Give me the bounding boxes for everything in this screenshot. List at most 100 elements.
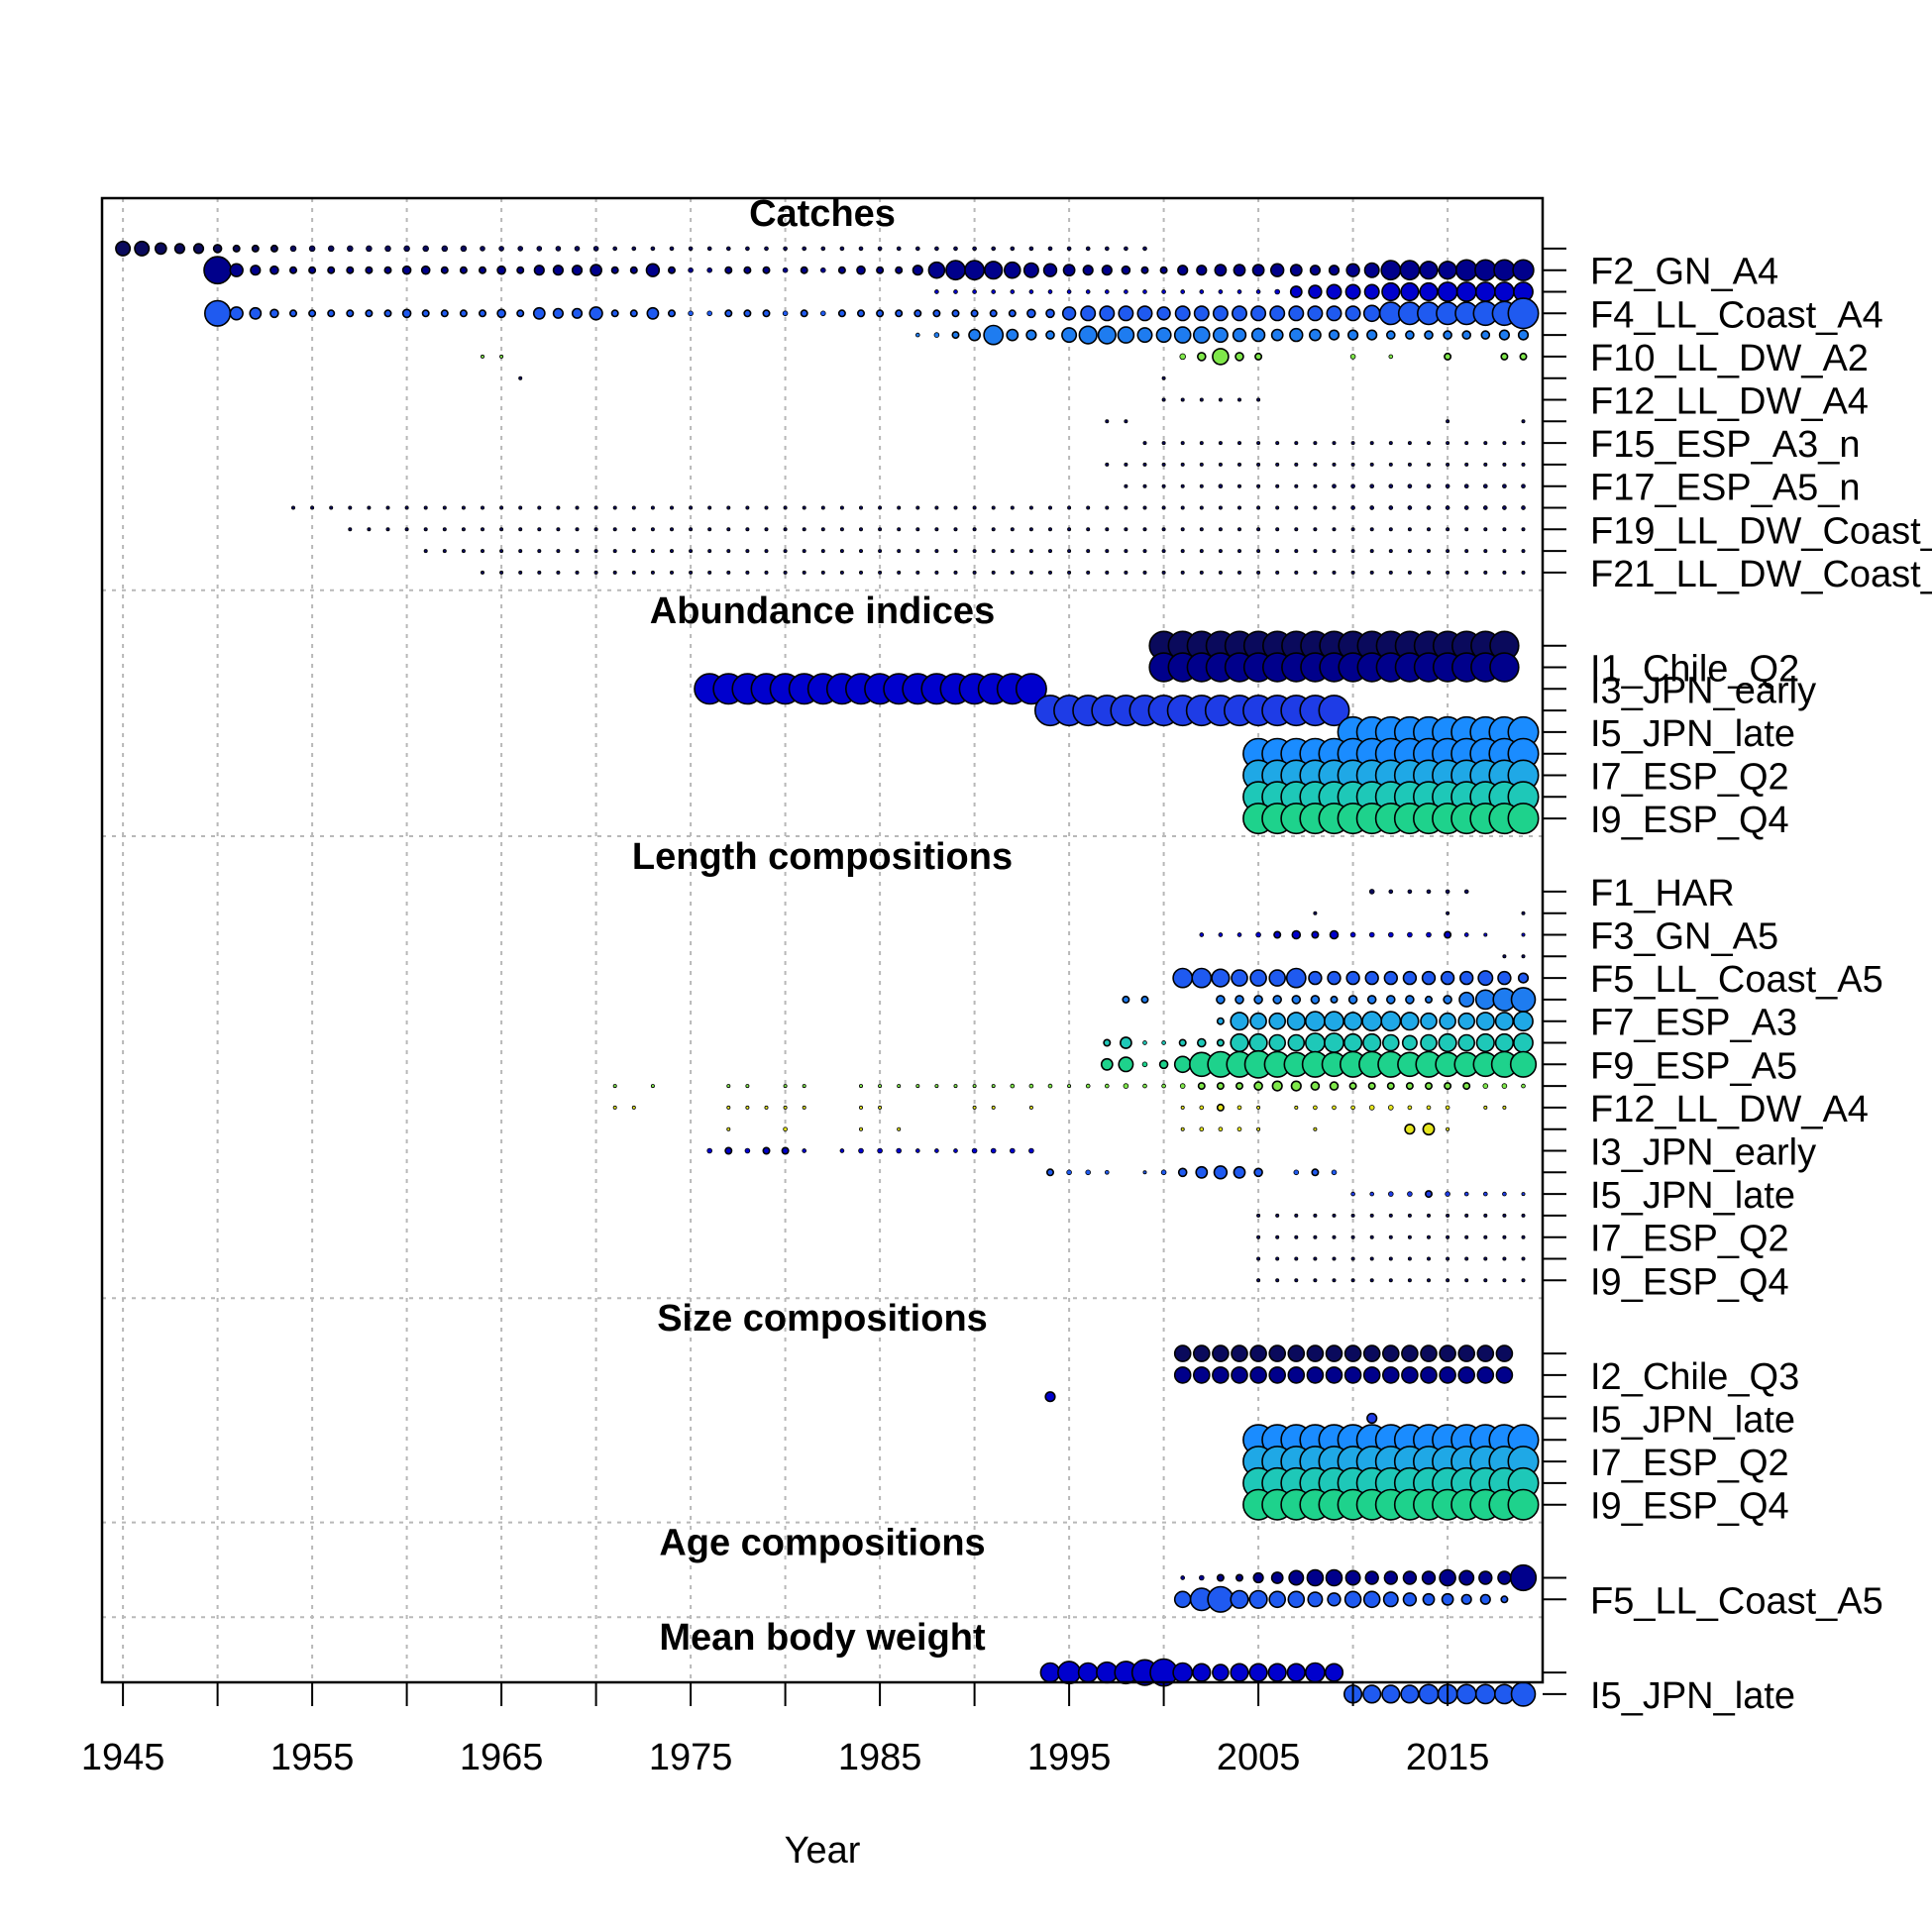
data-point — [934, 289, 939, 294]
data-point — [1124, 527, 1128, 532]
data-point — [1142, 1170, 1147, 1175]
data-point — [1463, 483, 1469, 489]
data-point — [1476, 1366, 1495, 1384]
data-point — [1294, 462, 1299, 467]
data-point — [1047, 246, 1053, 252]
data-point — [1369, 1278, 1374, 1283]
data-point — [1502, 1234, 1507, 1239]
data-point — [1313, 911, 1318, 915]
data-point — [1180, 397, 1185, 402]
data-point — [480, 527, 484, 532]
data-point — [1309, 328, 1322, 342]
data-point — [1235, 1082, 1244, 1091]
data-point — [1388, 505, 1394, 510]
data-point — [1425, 1190, 1434, 1199]
data-point — [1067, 527, 1072, 532]
data-point — [1383, 1570, 1399, 1585]
data-point — [1199, 505, 1204, 510]
data-point — [401, 308, 412, 319]
data-point — [1446, 570, 1450, 575]
data-point — [1218, 527, 1223, 532]
data-point — [726, 549, 731, 554]
data-point — [1199, 397, 1204, 402]
data-point — [1517, 329, 1530, 341]
data-point — [1407, 483, 1413, 489]
data-point — [972, 570, 977, 575]
data-point — [1015, 673, 1047, 705]
data-point — [953, 1084, 958, 1089]
data-point — [1494, 1032, 1514, 1053]
data-point — [1344, 305, 1361, 322]
data-point — [1008, 309, 1017, 318]
data-point — [933, 332, 940, 338]
data-point — [1233, 264, 1246, 277]
data-point — [646, 306, 660, 320]
data-point — [1249, 1344, 1267, 1362]
data-point — [1180, 1127, 1185, 1131]
data-point — [383, 266, 392, 274]
data-point — [667, 266, 676, 274]
data-point — [269, 265, 279, 275]
data-point — [1267, 1663, 1287, 1682]
y-tick-label: I5_JPN_late — [1590, 1400, 1795, 1442]
data-point — [1478, 1570, 1493, 1585]
data-point — [1502, 462, 1507, 467]
data-point — [1494, 1012, 1514, 1031]
data-point — [1419, 281, 1439, 302]
data-point — [1438, 1032, 1457, 1053]
data-point — [480, 570, 484, 575]
data-point — [858, 1147, 864, 1154]
data-point — [1105, 462, 1110, 467]
data-point — [480, 505, 484, 510]
data-point — [1104, 289, 1110, 294]
data-point — [972, 246, 977, 252]
data-point — [288, 309, 297, 318]
data-point — [631, 505, 636, 510]
data-point — [1327, 970, 1342, 986]
data-point — [764, 570, 769, 575]
data-point — [914, 246, 920, 252]
data-point — [1048, 570, 1053, 575]
data-point — [1427, 1278, 1432, 1283]
data-point — [346, 266, 355, 274]
data-point — [1101, 265, 1113, 276]
data-point — [1521, 1256, 1526, 1261]
data-point — [1028, 505, 1033, 510]
data-point — [951, 309, 960, 318]
data-point — [1274, 288, 1280, 295]
data-point — [1212, 348, 1230, 366]
data-point — [1196, 265, 1208, 276]
data-point — [1500, 1595, 1509, 1604]
y-tick-label: I2_Chile_Q3 — [1590, 1356, 1799, 1398]
data-point — [1483, 1213, 1488, 1218]
data-point — [229, 306, 244, 321]
data-point — [575, 527, 580, 532]
data-point — [1161, 376, 1166, 380]
data-point — [556, 505, 561, 510]
data-point — [1446, 1213, 1450, 1218]
data-point — [1369, 549, 1374, 554]
data-point — [1294, 1278, 1299, 1283]
data-point — [480, 354, 484, 359]
data-point — [1463, 1191, 1469, 1197]
data-point — [839, 246, 845, 252]
data-point — [1287, 1590, 1306, 1609]
data-point — [518, 527, 523, 532]
data-point — [1362, 1590, 1381, 1609]
data-point — [269, 308, 279, 319]
data-point — [1161, 441, 1166, 446]
data-point — [1193, 305, 1210, 322]
data-point — [1061, 306, 1077, 321]
data-point — [1349, 931, 1356, 938]
data-point — [1521, 911, 1526, 915]
data-point — [1236, 932, 1242, 937]
data-point — [533, 265, 545, 276]
data-point — [404, 505, 409, 510]
data-point — [1444, 352, 1452, 361]
data-point — [670, 570, 675, 575]
data-point — [589, 306, 603, 321]
data-point — [1521, 954, 1526, 959]
y-tick-label: F21_LL_DW_Coast_A5 — [1590, 554, 1932, 595]
data-point — [496, 265, 506, 275]
data-point — [1216, 1573, 1225, 1582]
